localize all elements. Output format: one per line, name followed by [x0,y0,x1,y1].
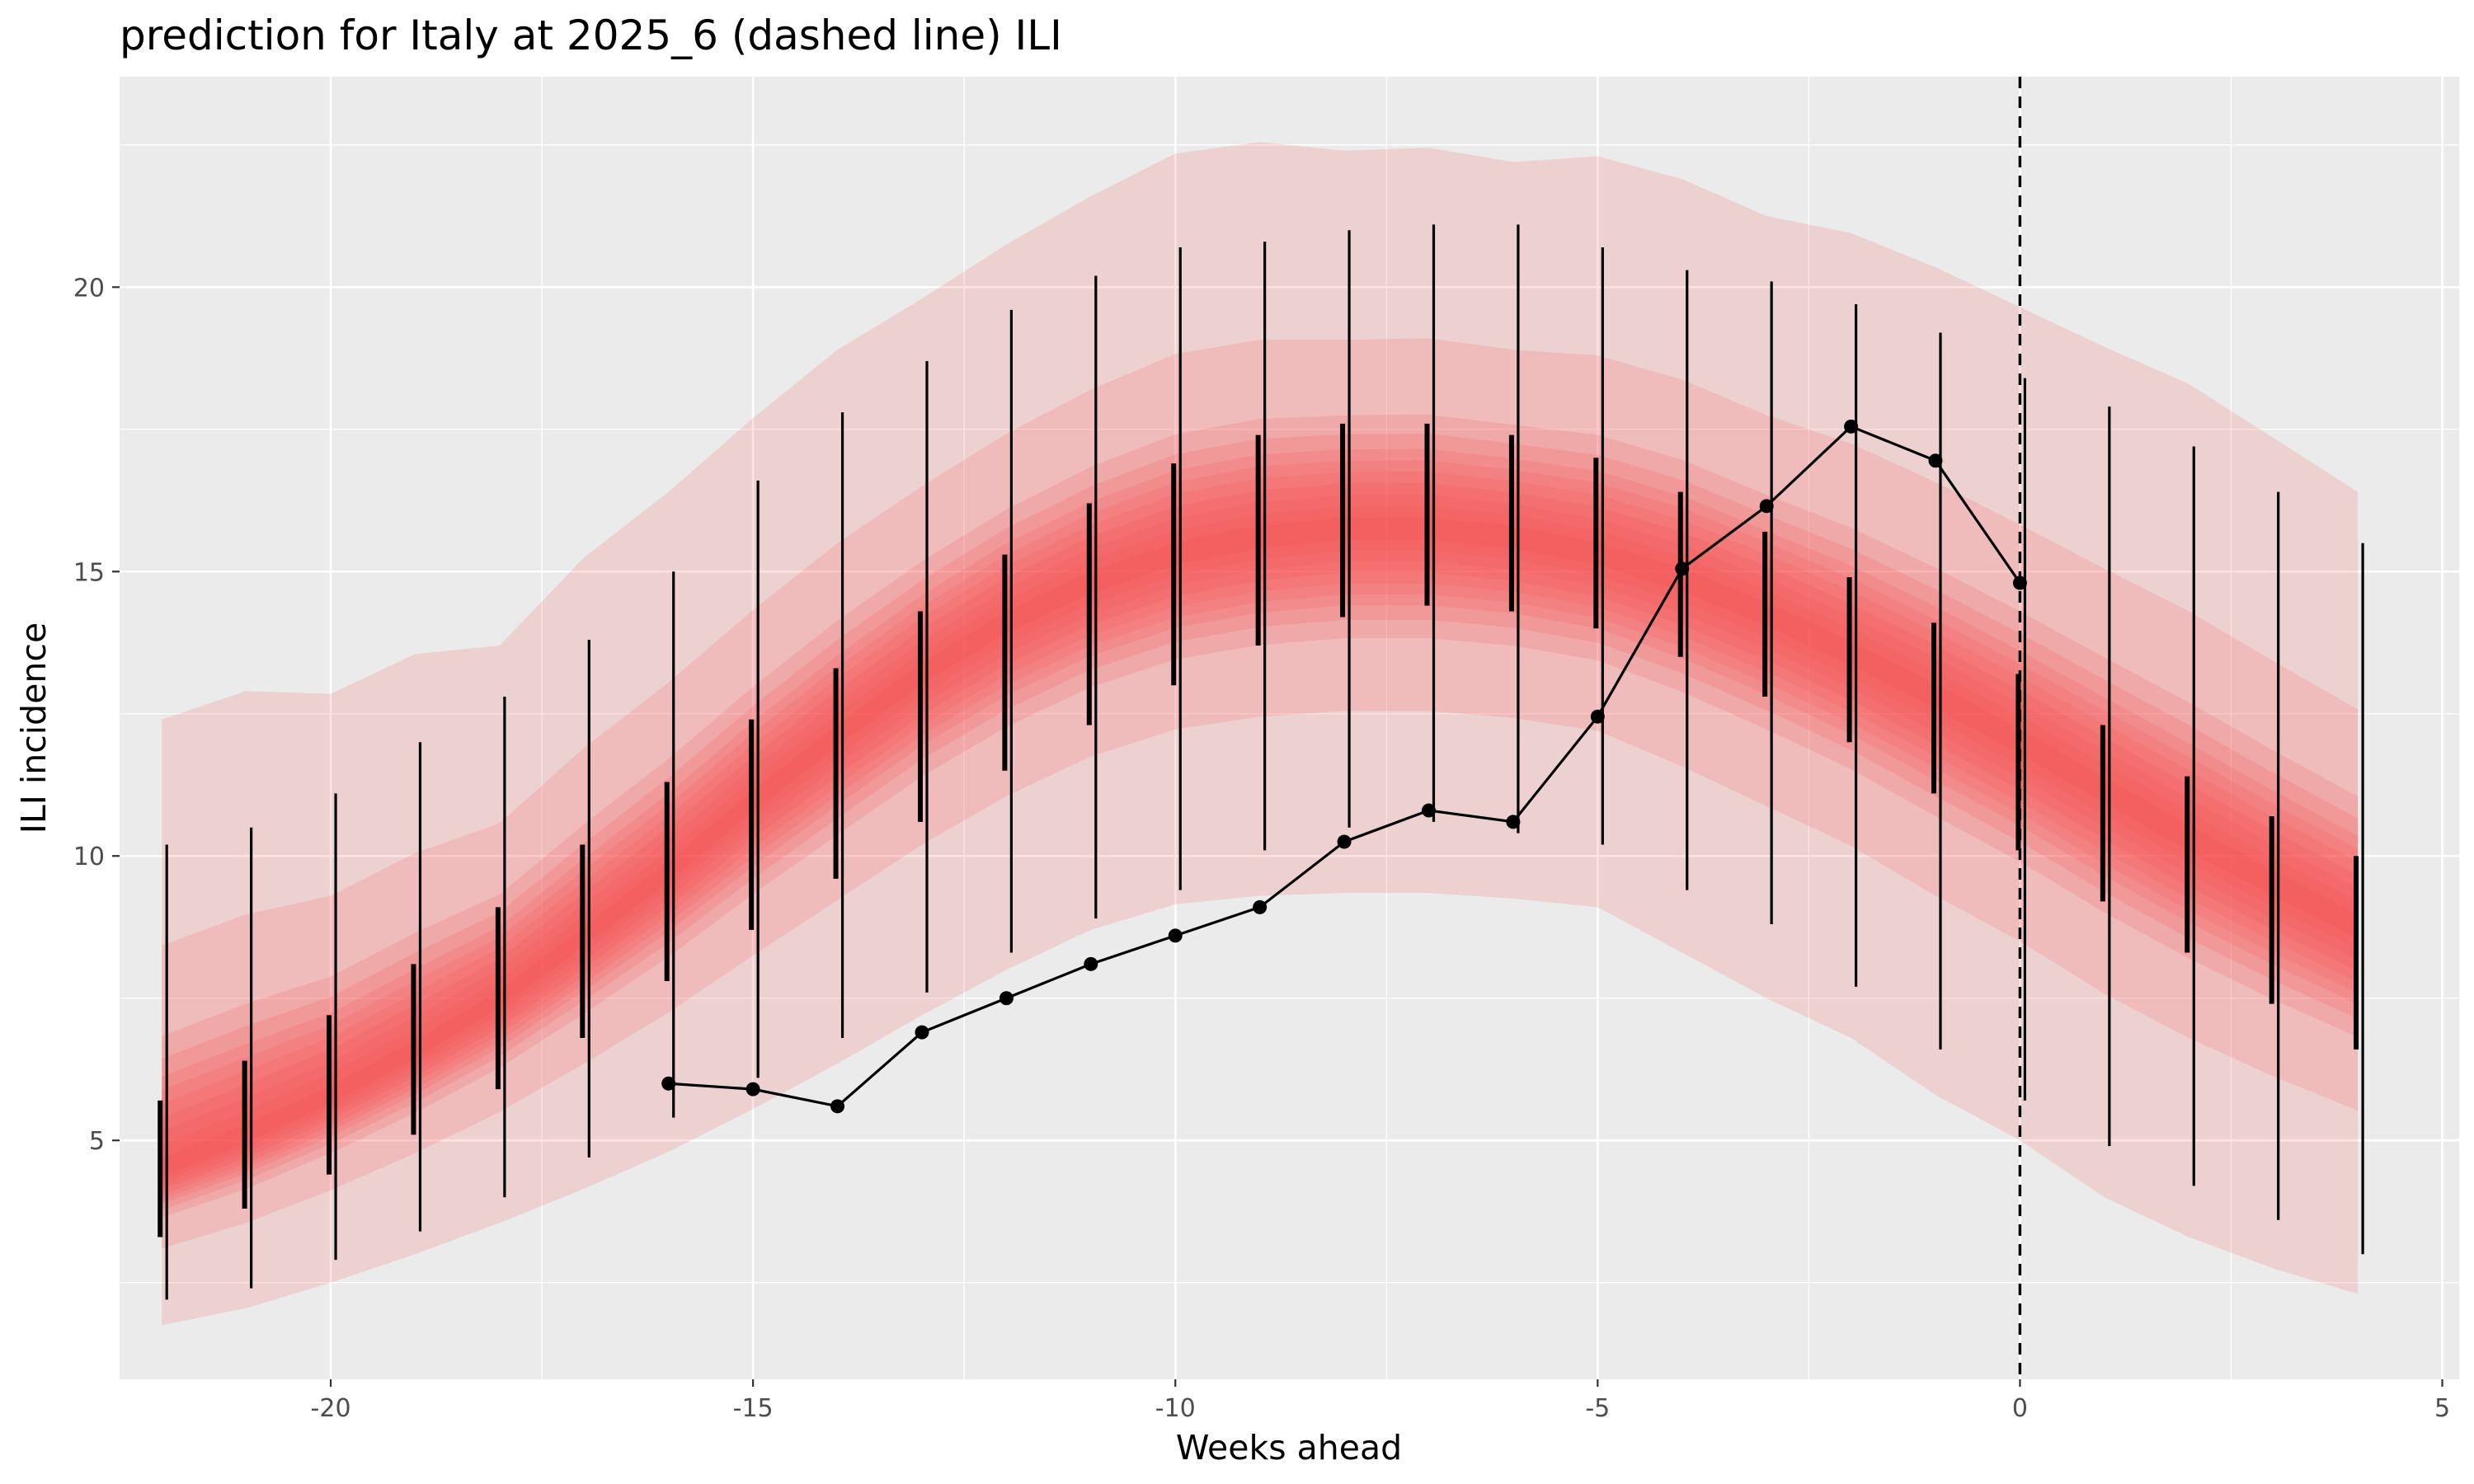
forecast-band [162,494,2359,1186]
x-tick-label: 5 [2434,1394,2450,1423]
y-axis-title: ILI incidence [14,622,54,834]
observed-point [1168,928,1183,943]
observed-point [1590,709,1605,724]
plot-panel [120,77,2459,1379]
observed-point [745,1082,760,1097]
x-tick-label: 0 [2012,1394,2028,1423]
y-axis: 5 10 15 20 [73,274,120,1156]
observed-point [2012,575,2027,590]
observed-point [1337,834,1352,849]
observed-point [999,991,1014,1006]
x-tick-label: -15 [733,1394,774,1423]
y-tick-label: 5 [89,1127,105,1156]
observed-point [661,1076,676,1091]
observed-point [1928,453,1943,468]
x-tick-label: -20 [311,1394,351,1423]
observed-point [1844,419,1859,434]
forecast-band [162,483,2359,1190]
x-axis: -20 -15 -10 -5 0 5 [311,1379,2450,1423]
forecast-interval-bars [158,224,2364,1300]
observed-point [1759,499,1774,514]
forecast-band [162,142,2359,1326]
observed-point [1675,561,1690,576]
forecast-band [162,414,2359,1219]
forecast-bands [162,142,2359,1326]
forecast-band [162,448,2359,1205]
y-tick-label: 20 [73,274,105,303]
observed-point [1506,815,1521,829]
y-tick-label: 10 [73,843,105,871]
forecast-band [162,338,2359,1249]
x-tick-label: -10 [1155,1394,1196,1423]
forecast-band [162,472,2359,1195]
forecast-band [162,433,2359,1210]
observed-point [1253,899,1268,914]
observed-point [1421,803,1436,818]
observed-point [1084,956,1098,971]
minor-gridlines [120,77,2459,1379]
observed-point [830,1099,845,1114]
x-axis-title: Weeks ahead [1176,1428,1402,1468]
observed-series [661,419,2027,1114]
forecast-band [162,460,2359,1200]
y-tick-label: 15 [73,558,105,587]
chart-title: prediction for Italy at 2025_6 (dashed l… [120,12,1062,59]
observed-point [915,1025,929,1040]
x-tick-label: -5 [1585,1394,1610,1423]
